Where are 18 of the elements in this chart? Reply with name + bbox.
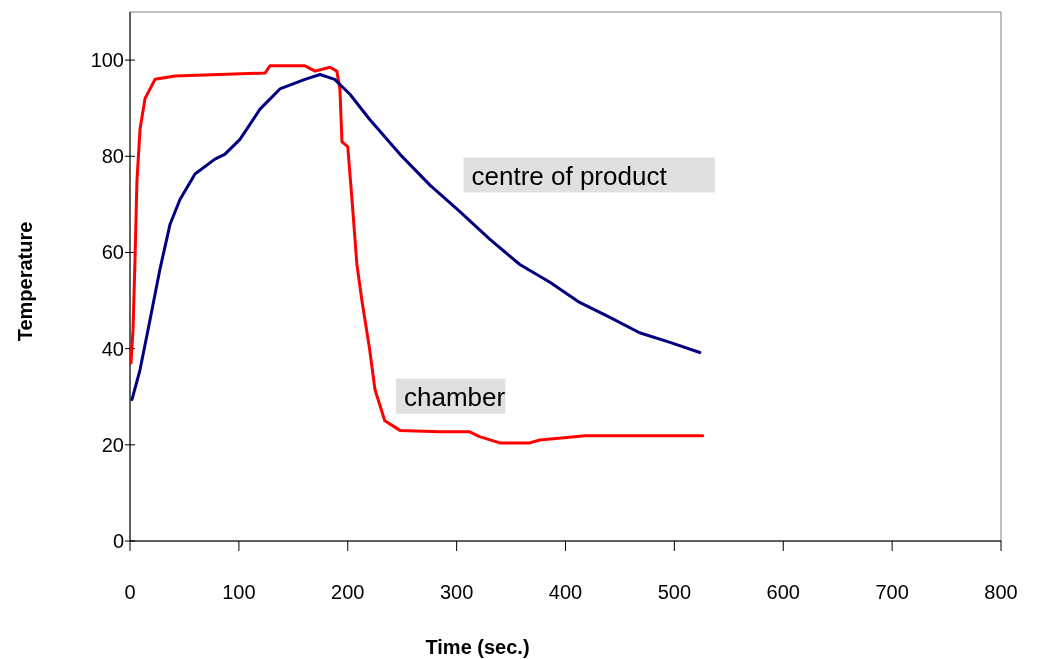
x-tick-label: 400: [548, 581, 583, 603]
series-label: centre of product: [471, 160, 668, 191]
y-axis-title: Temperature: [14, 221, 36, 342]
x-tick-label: 100: [222, 581, 256, 603]
x-tick-label: 300: [439, 581, 474, 603]
x-tick-label: 500: [657, 581, 692, 603]
x-tick-label: 200: [331, 581, 365, 603]
y-tick-label: 0: [112, 530, 124, 552]
x-tick-label: 700: [875, 581, 909, 603]
series-label: chamber: [404, 381, 506, 412]
y-tick-label: 20: [101, 433, 124, 456]
x-tick-label: 800: [984, 581, 1018, 603]
y-tick-label: 60: [101, 241, 124, 264]
x-axis-title: Time (sec.): [425, 636, 530, 658]
y-tick-label: 40: [101, 337, 124, 360]
y-tick-label: 80: [101, 145, 124, 168]
x-tick-label: 600: [766, 581, 800, 603]
y-tick-label: 100: [90, 49, 124, 72]
